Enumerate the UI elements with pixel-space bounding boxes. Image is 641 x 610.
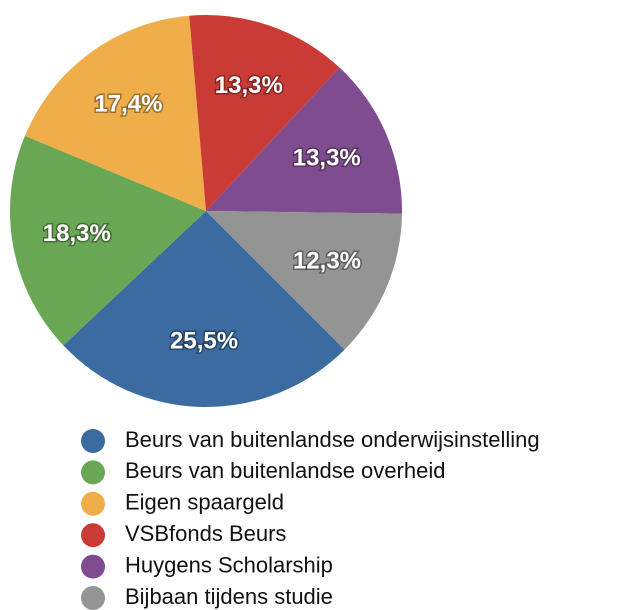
legend-label: VSBfonds Beurs bbox=[125, 521, 286, 546]
legend-label: Huygens Scholarship bbox=[125, 552, 333, 577]
legend-marker bbox=[81, 523, 105, 548]
legend-marker bbox=[81, 554, 105, 579]
legend-label: Eigen spaargeld bbox=[125, 490, 284, 515]
value-label: 25,5% bbox=[170, 328, 238, 355]
legend-label: Bijbaan tijdens studie bbox=[125, 584, 333, 609]
value-label: 13,3% bbox=[293, 145, 361, 172]
legend-marker bbox=[81, 460, 105, 485]
pie-slice bbox=[189, 15, 340, 212]
value-label: 13,3% bbox=[215, 72, 283, 99]
legend-label: Beurs van buitenlandse overheid bbox=[125, 458, 445, 483]
legend-marker bbox=[81, 586, 105, 610]
value-label: 18,3% bbox=[43, 220, 111, 247]
legend-marker bbox=[81, 429, 105, 453]
legend-label: Beurs van buitenlandse onderwijsinstelli… bbox=[125, 427, 540, 452]
pie-slice bbox=[63, 211, 345, 407]
pie-slice bbox=[206, 67, 403, 214]
pie-slice bbox=[24, 15, 206, 211]
value-label: 17,4% bbox=[94, 90, 162, 117]
value-label: 12,3% bbox=[293, 247, 361, 274]
legend-marker bbox=[81, 491, 105, 516]
pie-slice bbox=[206, 211, 402, 350]
pie-slice bbox=[9, 135, 207, 346]
